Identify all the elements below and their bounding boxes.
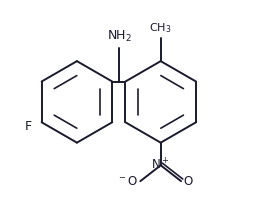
Text: N$^+$: N$^+$ (151, 158, 170, 173)
Text: O: O (183, 175, 192, 188)
Text: NH$_2$: NH$_2$ (107, 29, 132, 44)
Text: CH$_3$: CH$_3$ (149, 21, 172, 35)
Text: F: F (25, 120, 31, 133)
Text: $^-$O: $^-$O (117, 175, 138, 188)
